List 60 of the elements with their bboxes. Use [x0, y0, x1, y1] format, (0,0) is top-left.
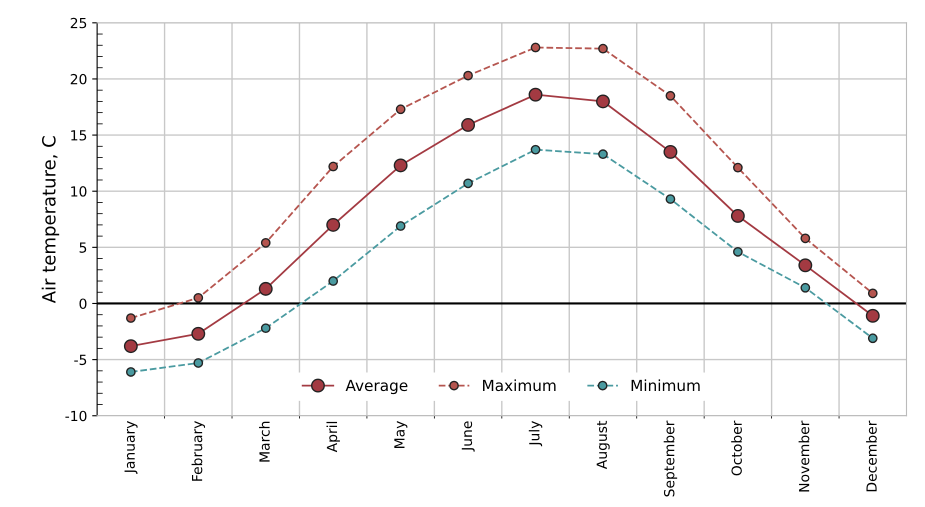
- point: [868, 288, 878, 298]
- y-tick-label: 25: [70, 18, 86, 28]
- point: [396, 221, 406, 231]
- x-tick-label: May: [394, 421, 408, 448]
- point: [530, 42, 540, 52]
- y-tick-label: -5: [74, 354, 86, 366]
- point: [191, 326, 206, 341]
- point: [193, 358, 204, 368]
- legend-label: Minimum: [632, 379, 700, 392]
- x-tick-label: January: [124, 421, 138, 474]
- point: [193, 293, 204, 303]
- point: [126, 367, 136, 377]
- point: [730, 208, 745, 223]
- point: [733, 246, 743, 257]
- point: [326, 218, 340, 232]
- point: [394, 158, 408, 172]
- point: [260, 323, 271, 334]
- y-tick-label: 5: [80, 242, 86, 253]
- point: [800, 282, 810, 293]
- x-tick-label: September: [664, 420, 678, 496]
- x-tick-label: November: [798, 420, 810, 492]
- x-tick-label: June: [462, 421, 475, 452]
- point: [663, 144, 678, 159]
- x-tick-label: July: [528, 421, 542, 446]
- point: [733, 162, 743, 172]
- y-tick-label: 10: [71, 186, 86, 197]
- point: [463, 70, 473, 80]
- point: [328, 276, 338, 286]
- point: [798, 258, 812, 272]
- y-tick-label: 15: [71, 130, 86, 141]
- point: [866, 308, 880, 323]
- x-tick-label: August: [596, 420, 610, 470]
- point: [868, 333, 878, 344]
- point: [596, 94, 610, 108]
- point: [598, 149, 608, 160]
- point: [461, 118, 476, 132]
- x-tick-label: October: [731, 420, 742, 476]
- point: [396, 104, 406, 114]
- point: [124, 339, 138, 354]
- x-tick-label: December: [866, 420, 877, 492]
- point: [528, 88, 542, 102]
- y-tick-label: 0: [79, 298, 86, 309]
- y-axis-title: Air temperature, C: [42, 136, 60, 304]
- x-tick-label: April: [326, 422, 340, 452]
- point: [463, 178, 473, 188]
- point: [598, 44, 608, 54]
- legend-label: Average: [346, 380, 408, 394]
- point: [126, 313, 136, 323]
- point: [800, 234, 810, 244]
- point: [258, 282, 273, 296]
- legend-label: Maximum: [483, 379, 556, 392]
- y-tick-label: -10: [65, 410, 86, 422]
- point: [666, 90, 676, 101]
- x-tick-label: February: [192, 421, 206, 481]
- point: [666, 194, 676, 204]
- y-tick-label: 20: [70, 74, 86, 84]
- point: [260, 238, 271, 248]
- point: [328, 162, 338, 172]
- point: [530, 144, 540, 155]
- x-tick-label: March: [259, 422, 270, 462]
